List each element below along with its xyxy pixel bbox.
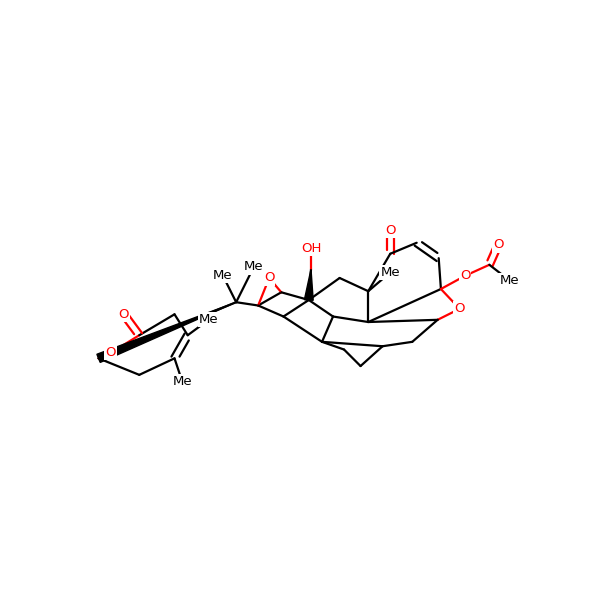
Text: Me: Me [499,274,519,287]
Text: O: O [454,302,465,316]
Text: O: O [493,238,503,251]
Text: OH: OH [301,242,321,255]
Text: O: O [264,271,274,284]
Polygon shape [97,302,236,362]
Text: Me: Me [380,266,400,279]
Text: Me: Me [199,313,218,326]
Text: O: O [106,346,116,359]
Text: Me: Me [244,260,263,274]
Text: Me: Me [172,375,192,388]
Text: O: O [385,224,395,237]
Polygon shape [304,269,313,301]
Text: O: O [119,308,129,321]
Text: Me: Me [213,269,233,282]
Text: O: O [460,269,470,282]
